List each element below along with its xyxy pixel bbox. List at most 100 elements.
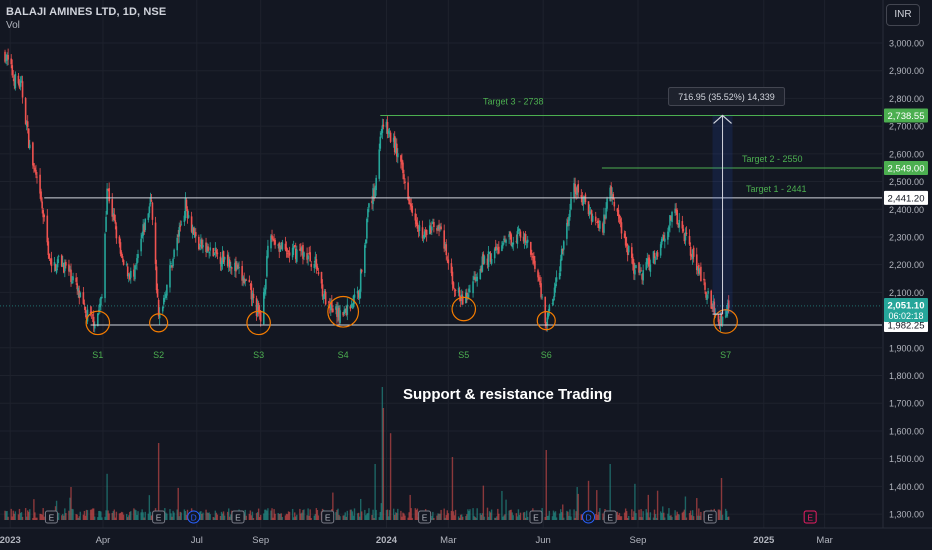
volume-bar: [332, 492, 334, 520]
volume-bar: [105, 510, 107, 520]
volume-bar: [149, 511, 152, 520]
candle-body: [522, 236, 525, 242]
volume-bar: [619, 516, 622, 520]
candle-body: [668, 226, 670, 231]
candle-body: [135, 264, 137, 266]
price-tick: 1,300.00: [889, 510, 924, 520]
candle-body: [595, 221, 598, 223]
candle-body: [316, 266, 319, 270]
volume-bar: [129, 511, 131, 520]
candle-body: [613, 201, 616, 207]
support-circle: [85, 310, 111, 336]
candle-body: [54, 264, 57, 272]
candle-body: [678, 219, 681, 228]
dividend-marker[interactable]: D: [582, 510, 596, 524]
volume-bar: [414, 508, 417, 520]
candle-body: [683, 233, 686, 242]
candle-body: [338, 308, 340, 321]
candle-body: [89, 311, 92, 313]
earnings-marker[interactable]: E: [803, 510, 817, 524]
candle-body: [669, 215, 671, 226]
candle-body: [112, 213, 115, 215]
price-axis: 3,000.00 2,900.00 2,800.00 2,700.00 2,600.00…: [882, 0, 924, 528]
candle-body: [183, 215, 186, 223]
volume-bars: [4, 387, 730, 520]
volume-bar: [148, 495, 151, 520]
support-circle: [246, 310, 271, 336]
candle-body: [546, 317, 549, 326]
candle-body: [222, 251, 225, 262]
volume-bar: [339, 516, 341, 520]
volume-bar: [62, 513, 64, 520]
candle-body: [17, 75, 20, 84]
candle-body: [147, 213, 150, 220]
candle-body: [199, 244, 201, 247]
candle-body: [357, 292, 360, 298]
candle-body: [411, 205, 414, 213]
volume-bar: [180, 512, 183, 520]
volume-bar: [452, 511, 455, 520]
earnings-marker[interactable]: E: [529, 510, 543, 524]
candle-body: [200, 239, 202, 244]
candle-body: [642, 270, 644, 281]
candle-body: [675, 209, 677, 212]
candle-body: [634, 269, 636, 275]
volume-bar: [718, 509, 721, 520]
volume-bar: [280, 513, 283, 520]
candle-body: [580, 195, 583, 198]
volume-bar: [458, 517, 461, 520]
dividend-marker[interactable]: D: [187, 510, 201, 524]
candle-body: [422, 235, 425, 238]
volume-bar: [130, 511, 132, 520]
time-tick: Mar: [816, 535, 832, 546]
candle-body: [525, 241, 528, 244]
volume-bar: [569, 509, 571, 520]
candle-body: [114, 220, 117, 224]
volume-bar: [646, 512, 648, 520]
candle-body: [270, 235, 272, 249]
volume-bar: [342, 515, 344, 520]
volume-bar: [346, 510, 348, 520]
price-tick: 1,700.00: [889, 399, 924, 409]
volume-bar: [668, 508, 670, 520]
earnings-marker[interactable]: E: [44, 510, 58, 524]
candle-body: [150, 199, 153, 202]
volume-bar: [265, 509, 267, 520]
earnings-marker[interactable]: E: [231, 510, 245, 524]
candle-body: [277, 244, 280, 246]
volume-bar: [726, 516, 729, 520]
candle-body: [238, 267, 240, 268]
volume-bar: [250, 515, 253, 520]
event-letter: E: [607, 513, 613, 523]
volume-bar: [684, 496, 687, 520]
candle-body: [216, 252, 219, 255]
earnings-marker[interactable]: E: [152, 510, 166, 524]
volume-bar: [599, 508, 601, 520]
candle-body: [65, 261, 67, 266]
candle-body: [671, 211, 673, 223]
candle-body: [220, 261, 223, 267]
currency-button[interactable]: INR: [886, 4, 920, 26]
earnings-marker[interactable]: E: [603, 510, 617, 524]
candle-body: [228, 260, 231, 268]
candle-body: [49, 259, 52, 261]
volume-bar: [573, 509, 575, 520]
candle-body: [106, 188, 108, 215]
candle-body: [35, 169, 37, 175]
earnings-marker[interactable]: E: [418, 510, 432, 524]
event-letter: E: [325, 513, 331, 523]
candle-body: [322, 295, 325, 300]
volume-bar: [721, 514, 724, 520]
earnings-marker[interactable]: E: [321, 510, 335, 524]
candle-body: [474, 277, 476, 280]
candle-body: [368, 203, 370, 208]
candle-body: [408, 199, 410, 205]
candle-body: [375, 177, 377, 191]
earnings-marker[interactable]: E: [703, 510, 717, 524]
volume-bar: [523, 512, 526, 520]
volume-bar: [251, 511, 254, 520]
candle-body: [674, 208, 676, 214]
candle-body: [97, 313, 99, 327]
volume-bar: [545, 450, 547, 520]
